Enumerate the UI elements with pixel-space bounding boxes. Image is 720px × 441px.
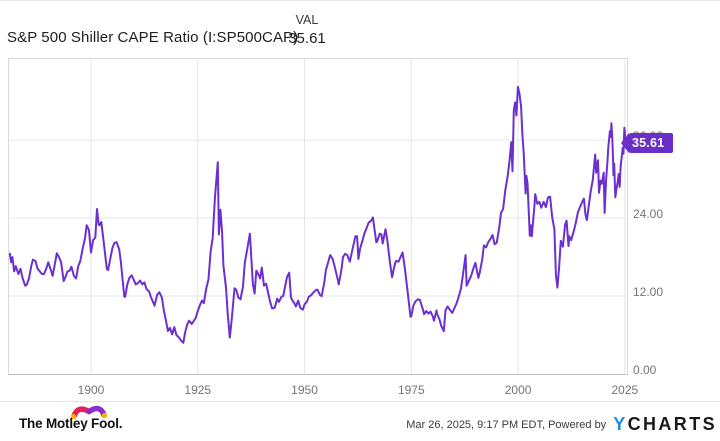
last-value-badge: 35.61 — [621, 132, 674, 153]
ycharts-wordmark: CHARTS — [627, 414, 717, 434]
jester-cap-icon — [70, 405, 108, 420]
badge-value: 35.61 — [629, 132, 674, 153]
value-column: VAL 35.61 — [272, 13, 342, 47]
timestamp-and-powered-by: Mar 26, 2025, 9:17 PM EDT, Powered by — [406, 419, 607, 431]
cape-ratio-line-chart — [9, 59, 627, 374]
gridlines — [9, 59, 627, 374]
motley-fool-logo[interactable]: The Motley Fool. — [19, 402, 139, 441]
motley-fool-wordmark: The Motley Fool. — [19, 416, 123, 431]
y-tick-label: 24.00 — [633, 207, 664, 222]
x-tick-label: 1950 — [291, 383, 318, 397]
y-tick-label: 12.00 — [633, 285, 664, 300]
val-column-header: VAL — [295, 13, 319, 27]
x-tick-label: 2000 — [504, 383, 532, 397]
powered-by-label: Powered by — [548, 419, 607, 431]
y-tick-label: 0.00 — [633, 363, 657, 377]
x-tick-label: 1925 — [184, 383, 212, 397]
x-tick-label: 2025 — [611, 383, 639, 397]
chart-title: S&P 500 Shiller CAPE Ratio (I:SP500CAP) — [7, 29, 299, 46]
x-tick-label: 1975 — [397, 383, 425, 397]
ycharts-logo[interactable]: YCHARTS — [613, 414, 717, 434]
val-current-value: 35.61 — [288, 30, 326, 47]
x-tick-label: 1900 — [77, 383, 105, 397]
timestamp: Mar 26, 2025, 9:17 PM EDT — [406, 419, 542, 431]
cape-ratio-series-line — [9, 85, 627, 344]
ycharts-y-glyph: Y — [613, 414, 628, 434]
plot-area — [8, 58, 628, 375]
badge-arrow-icon — [621, 132, 629, 153]
footer-attribution: Mar 26, 2025, 9:17 PM EDT, Powered by YC… — [406, 402, 717, 441]
footer-bar: The Motley Fool. Mar 26, 2025, 9:17 PM E… — [0, 401, 720, 441]
